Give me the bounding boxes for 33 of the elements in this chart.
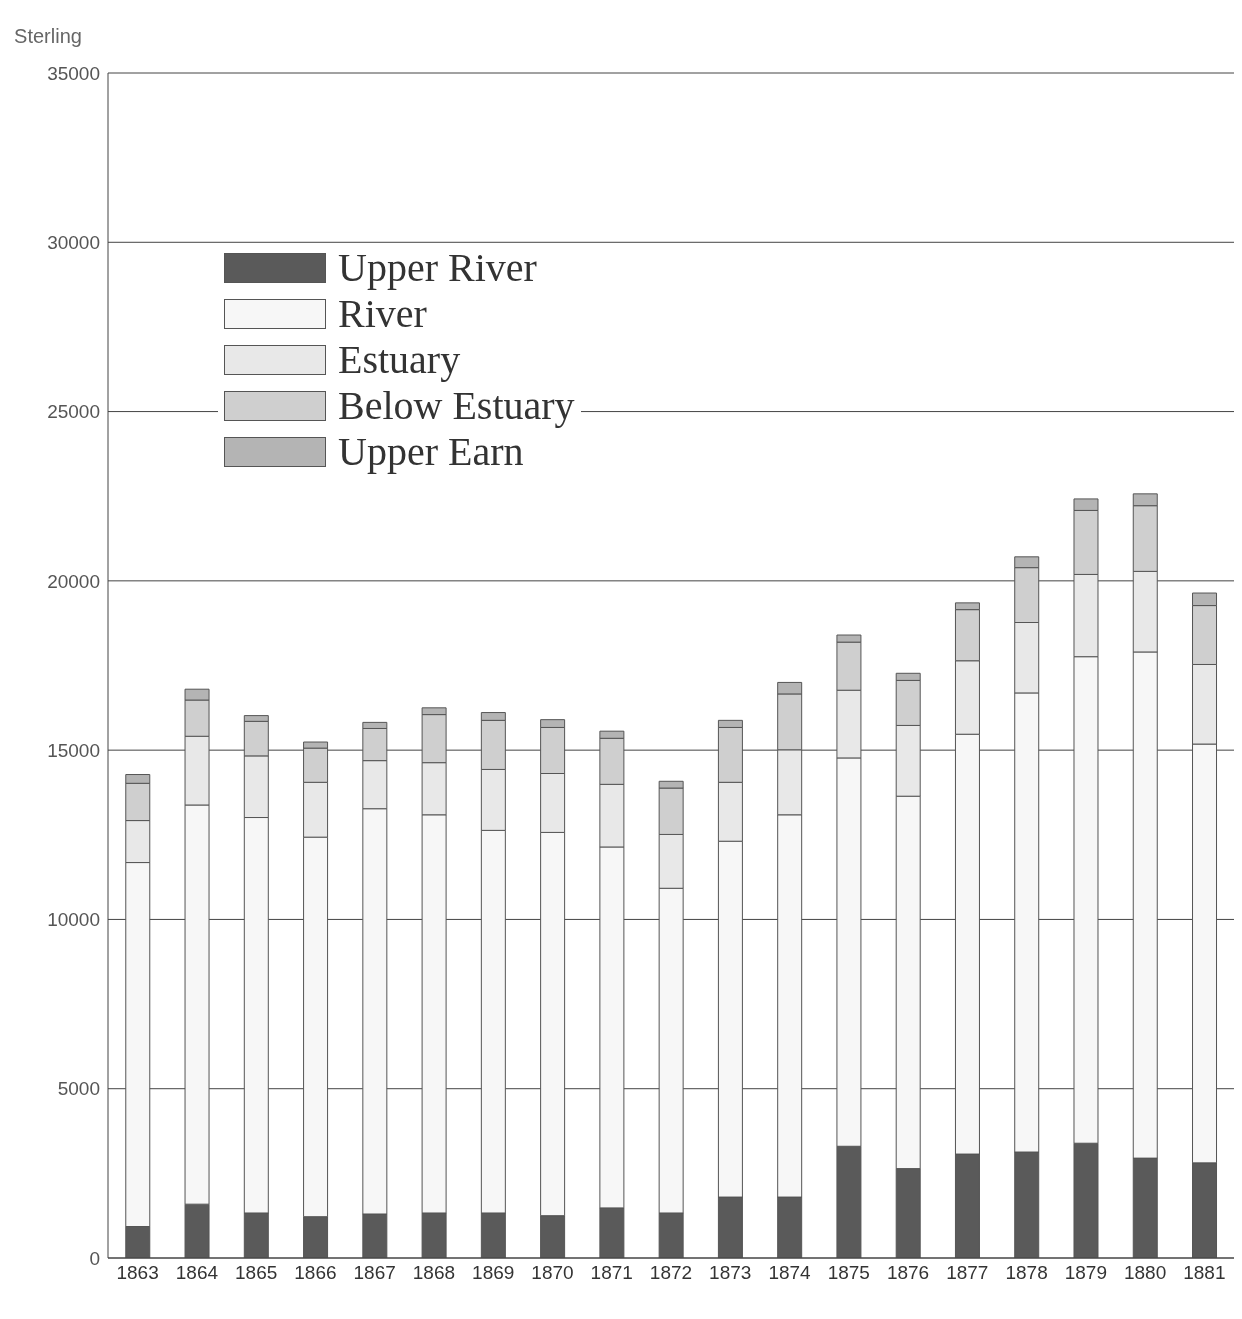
x-tick-label: 1881 — [1183, 1262, 1226, 1284]
x-tick-label: 1869 — [472, 1262, 515, 1284]
y-tick-label: 35000 — [47, 62, 100, 84]
x-tick-label: 1864 — [175, 1262, 219, 1284]
y-axis-title: Sterling — [14, 25, 82, 47]
legend-label: Below Estuary — [338, 383, 575, 429]
y-tick-label: 5000 — [57, 1078, 100, 1100]
x-tick-label: 1878 — [1005, 1262, 1048, 1284]
y-tick-label: 0 — [89, 1247, 100, 1269]
x-tick-label: 1880 — [1123, 1262, 1167, 1284]
legend-label: Upper Earn — [338, 429, 524, 475]
x-tick-label: 1866 — [294, 1262, 337, 1284]
x-tick-label: 1875 — [827, 1262, 870, 1284]
x-tick-label: 1876 — [886, 1262, 930, 1284]
y-tick-label: 20000 — [47, 570, 100, 592]
x-tick-label: 1873 — [709, 1262, 752, 1284]
y-tick-label: 10000 — [47, 909, 100, 931]
legend-label: River — [338, 291, 427, 337]
x-tick-label: 1868 — [412, 1262, 456, 1284]
x-tick-label: 1879 — [1064, 1262, 1107, 1284]
x-tick-label: 1872 — [649, 1262, 693, 1284]
x-tick-label: 1867 — [353, 1262, 396, 1284]
x-tick-label: 1863 — [116, 1262, 159, 1284]
x-tick-label: 1871 — [590, 1262, 633, 1284]
x-tick-label: 1870 — [531, 1262, 574, 1284]
legend-label: Estuary — [338, 337, 461, 383]
y-tick-label: 30000 — [47, 232, 100, 254]
y-tick-label: 15000 — [47, 739, 100, 761]
legend-label: Upper River — [338, 245, 537, 291]
x-tick-label: 1874 — [768, 1262, 812, 1284]
x-tick-label: 1877 — [946, 1262, 989, 1284]
y-tick-label: 25000 — [47, 401, 100, 423]
x-tick-label: 1865 — [235, 1262, 278, 1284]
